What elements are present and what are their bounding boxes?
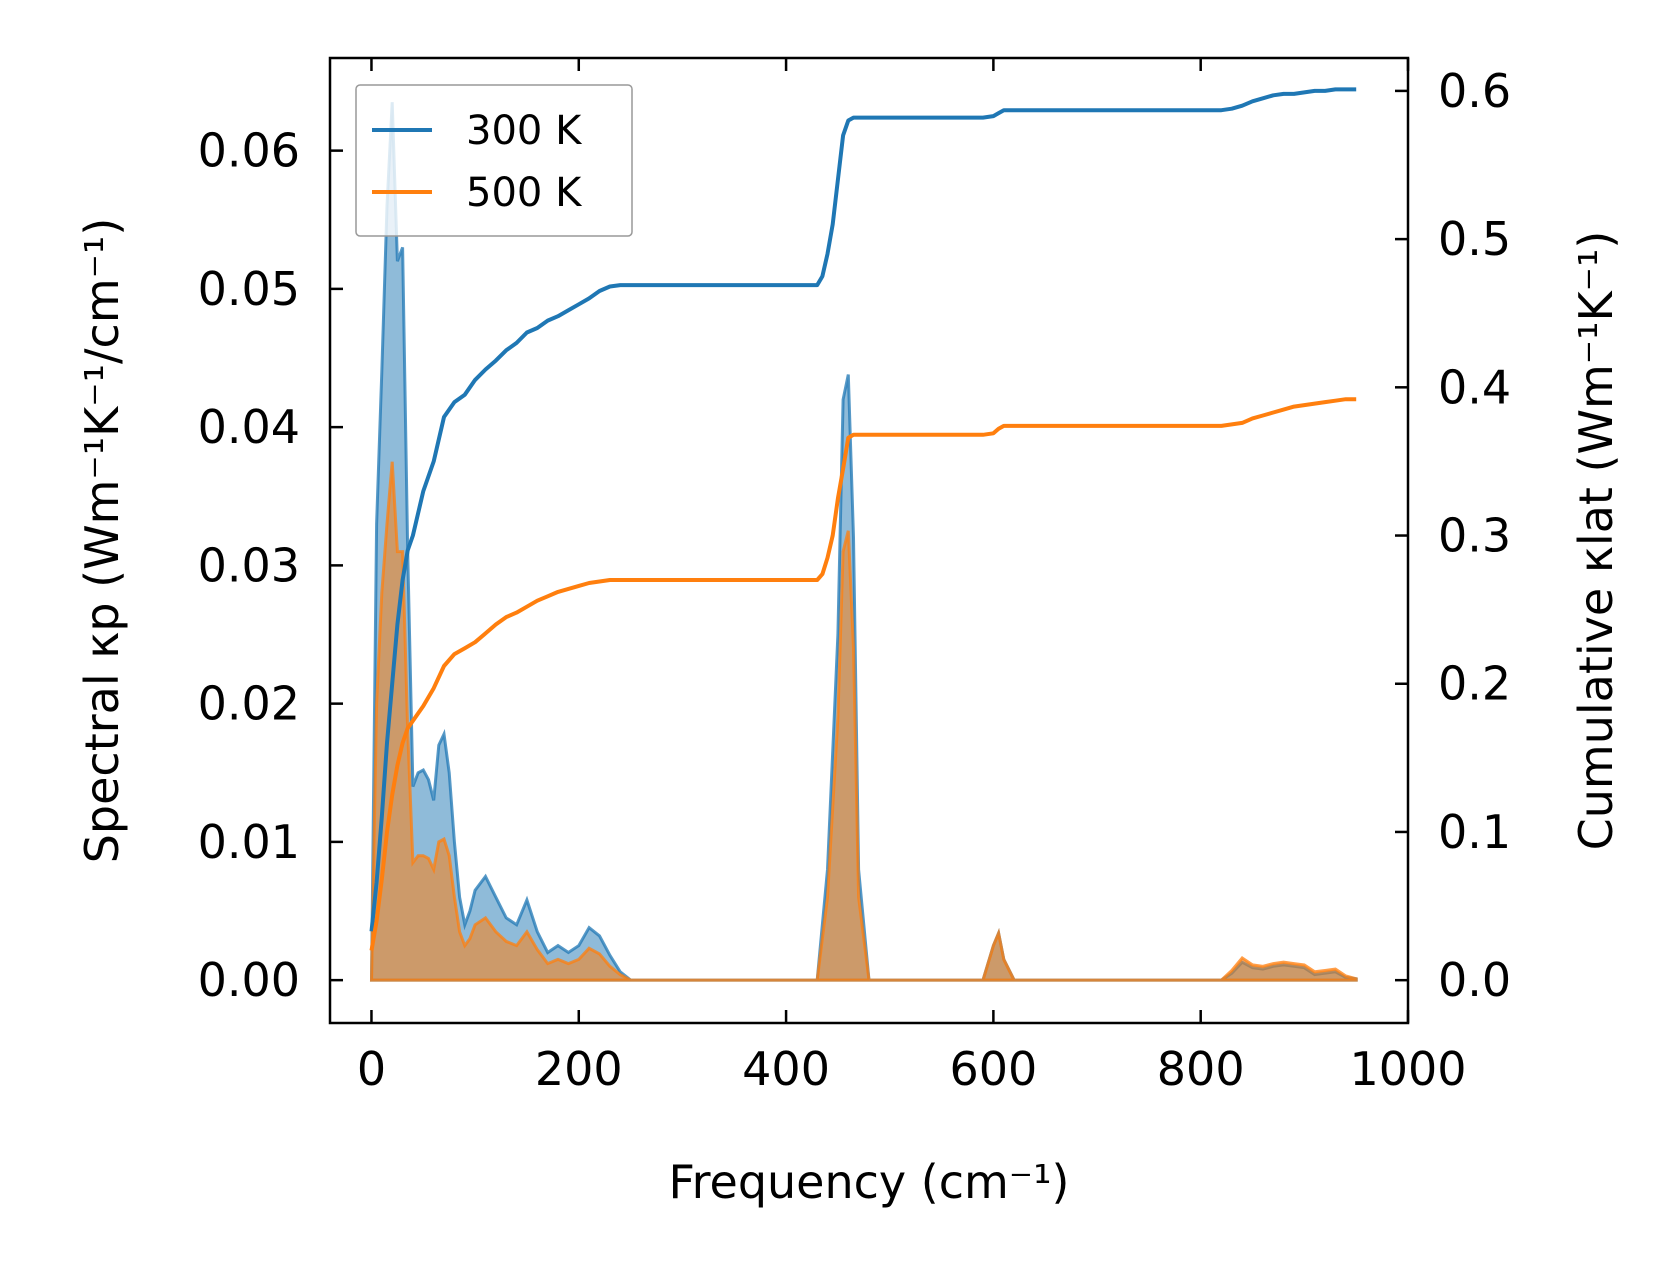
y-axis-left-label: Spectral κp (Wm⁻¹K⁻¹/cm⁻¹) [75,218,129,864]
legend-entry-300k: 300 K [466,108,583,154]
legend-box [355,84,633,237]
y-tick-left-label: 0.03 [198,538,300,592]
y-tick-right-label: 0.4 [1438,360,1511,414]
y-tick-right-label: 0.3 [1438,509,1511,563]
y-tick-right-label: 0.5 [1438,212,1511,266]
y-tick-right-label: 0.2 [1438,657,1511,711]
x-tick-label: 1000 [1349,1042,1466,1096]
y-axis-right-label: Cumulative κlat (Wm⁻¹K⁻¹) [1569,231,1623,851]
y-tick-left-label: 0.00 [198,953,300,1007]
x-tick-label: 200 [535,1042,623,1096]
spectral-fill-areas [369,102,1358,982]
x-tick-label: 0 [357,1042,386,1096]
y-tick-left-label: 0.04 [198,400,300,454]
y-tick-right-label: 0.6 [1438,64,1511,118]
axis-ticks: 0 200 400 600 800 1000 0.00 0.01 0.02 0.03 0.04 0.0… [198,58,1511,1096]
legend-entry-500k: 500 K [466,170,583,216]
x-axis-label: Frequency (cm⁻¹) [669,1155,1070,1209]
y-tick-left-label: 0.02 [198,677,300,731]
y-tick-right-label: 0.0 [1438,953,1511,1007]
x-tick-label: 400 [742,1042,830,1096]
legend: 300 K 500 K [355,84,633,237]
spectral-area-500k [369,461,1358,982]
x-tick-label: 800 [1157,1042,1245,1096]
cumulative-lines [369,87,1357,951]
y-tick-left-label: 0.05 [198,262,300,316]
cumulative-line-500k [369,397,1357,951]
y-tick-left-label: 0.01 [198,815,300,869]
cumulative-line-300k [369,87,1357,932]
y-tick-left-label: 0.06 [198,124,300,178]
y-tick-right-label: 0.1 [1438,805,1511,859]
plot-frame [328,56,1410,1025]
x-tick-label: 600 [949,1042,1037,1096]
